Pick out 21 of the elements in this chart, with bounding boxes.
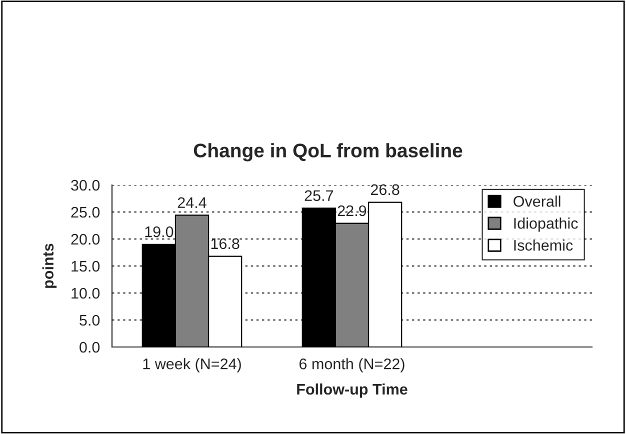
chart-title: Change in QoL from baseline bbox=[194, 143, 462, 162]
data-label: 19.0 bbox=[145, 226, 174, 238]
legend-label: Overall bbox=[514, 196, 560, 207]
legend-label: Idiopathic bbox=[514, 218, 578, 232]
legend-label: Ischemic bbox=[514, 240, 573, 251]
data-label: 16.8 bbox=[211, 238, 240, 250]
y-tick-label: 5.0 bbox=[80, 314, 100, 326]
data-label: 26.8 bbox=[370, 184, 400, 196]
y-tick-label: 25.0 bbox=[71, 206, 100, 218]
data-label: 25.7 bbox=[304, 190, 334, 202]
y-tick-label: 10.0 bbox=[72, 288, 100, 299]
y-tick-label: 0.0 bbox=[80, 342, 100, 353]
x-tick-label: 1 week (N=24) bbox=[143, 358, 241, 372]
data-label: 22.9 bbox=[338, 205, 366, 216]
data-label: 24.4 bbox=[178, 197, 206, 208]
x-axis-title: Follow-up Time bbox=[297, 383, 408, 398]
y-axis-title: points bbox=[42, 244, 57, 288]
x-tick-label: 6 month (N=22) bbox=[299, 358, 404, 372]
y-tick-label: 15.0 bbox=[72, 260, 100, 272]
y-tick-label: 20.0 bbox=[71, 234, 100, 245]
y-tick-label: 30.0 bbox=[71, 180, 100, 191]
